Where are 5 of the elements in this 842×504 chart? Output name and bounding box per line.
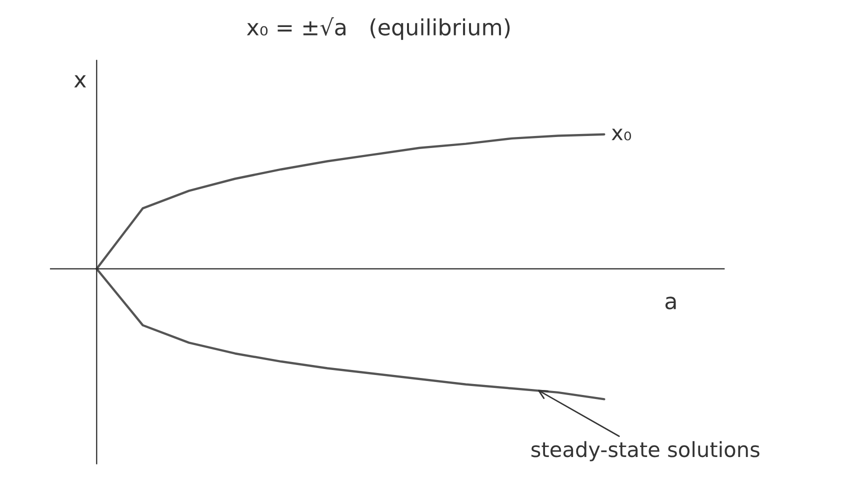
chart-title: x₀ = ±√a (equilibrium) bbox=[246, 17, 510, 40]
x-axis-title: a bbox=[665, 296, 676, 310]
series-label: x₀ bbox=[612, 128, 632, 140]
text: steady-state solutions bbox=[531, 441, 760, 462]
y-axis-title: x bbox=[74, 75, 86, 88]
